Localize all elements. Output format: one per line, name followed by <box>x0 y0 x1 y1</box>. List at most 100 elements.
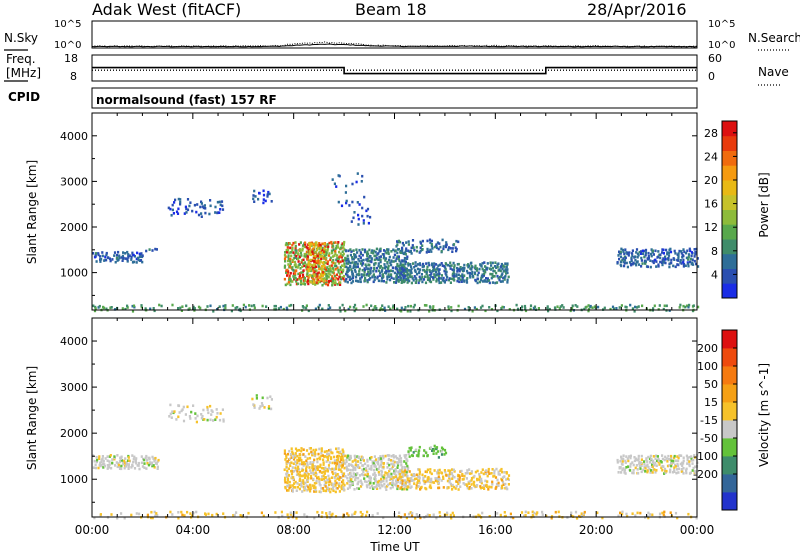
echo-cell <box>248 304 251 307</box>
echo-cell <box>335 273 338 277</box>
echo-cell <box>323 272 326 276</box>
echo-cell <box>490 472 493 475</box>
echo-cell <box>291 246 294 250</box>
echo-cell <box>419 246 422 249</box>
echo-cell <box>322 463 325 466</box>
echo-cell <box>110 306 113 309</box>
echo-cell <box>326 260 330 263</box>
echo-cell <box>674 252 677 255</box>
colorbar-segment <box>722 456 737 475</box>
echo-cell <box>323 260 326 264</box>
echo-cell <box>486 266 489 270</box>
echo-cell <box>443 448 447 452</box>
echo-cell <box>402 277 405 281</box>
echo-cell <box>470 477 474 480</box>
echo-cell <box>403 259 406 262</box>
colorbar-tick-label: 24 <box>704 150 718 163</box>
echo-cell <box>386 270 389 273</box>
echo-cell <box>375 266 379 270</box>
echo-cell <box>436 450 439 453</box>
echo-cell <box>297 272 300 276</box>
echo-cell <box>305 467 308 471</box>
echo-cell <box>286 460 289 463</box>
echo-cell <box>389 278 392 282</box>
echo-cell <box>126 304 129 308</box>
echo-cell <box>331 487 335 490</box>
echo-cell <box>313 270 316 274</box>
echo-cell <box>391 485 394 489</box>
echo-cell <box>324 261 328 264</box>
echo-cell <box>505 486 508 489</box>
echo-cell <box>440 274 443 277</box>
echo-cell <box>338 250 341 254</box>
echo-cell <box>173 410 176 413</box>
echo-cell <box>344 475 347 478</box>
echo-cell <box>650 469 653 472</box>
echo-cell <box>364 276 367 280</box>
echo-cell <box>307 485 310 489</box>
power-panel-frame <box>91 112 698 311</box>
echo-cell <box>430 250 433 253</box>
echo-cell <box>319 274 322 278</box>
echo-cell <box>318 246 321 250</box>
echo-cell <box>288 480 291 484</box>
echo-cell <box>266 396 269 400</box>
echo-cell <box>367 483 371 486</box>
echo-cell <box>673 470 676 473</box>
echo-cell <box>387 275 390 278</box>
echo-cell <box>403 483 406 486</box>
echo-cell <box>200 413 203 416</box>
echo-cell <box>426 265 429 269</box>
echo-cell <box>261 304 264 308</box>
echo-cell <box>433 262 436 265</box>
echo-cell <box>362 473 365 477</box>
echo-cell <box>647 516 650 520</box>
echo-cell <box>479 263 482 266</box>
echo-cell <box>312 252 315 256</box>
echo-cell <box>488 306 491 309</box>
echo-cell <box>397 457 400 461</box>
colorbar-segment <box>722 180 737 196</box>
echo-cell <box>196 414 199 418</box>
echo-cell <box>99 513 102 516</box>
echo-cell <box>339 268 342 271</box>
echo-cell <box>641 304 644 308</box>
echo-cell <box>400 281 403 284</box>
echo-cell <box>358 474 362 477</box>
echo-cell <box>312 247 315 251</box>
echo-cell <box>679 259 682 262</box>
colorbar-segment <box>722 283 737 299</box>
echo-cell <box>421 244 424 247</box>
echo-cell <box>373 465 376 468</box>
echo-cell <box>499 280 502 283</box>
echo-cell <box>680 250 683 253</box>
echo-cell <box>499 513 502 517</box>
echo-cell <box>438 268 441 271</box>
echo-cell <box>449 513 452 517</box>
echo-cell <box>497 470 500 474</box>
echo-cell <box>296 470 299 473</box>
echo-cell <box>620 471 623 474</box>
echo-cell <box>681 255 684 259</box>
echo-cell <box>400 479 403 482</box>
echo-cell <box>401 470 404 474</box>
echo-cell <box>690 455 693 458</box>
echo-cell <box>458 280 461 284</box>
echo-cell <box>150 463 153 466</box>
echo-cell <box>377 480 380 484</box>
x-tick-label: 16:00 <box>478 523 513 537</box>
echo-cell <box>583 510 586 514</box>
echo-cell <box>448 478 451 481</box>
echo-cell <box>349 484 352 487</box>
echo-cell <box>446 275 449 279</box>
echo-cell <box>348 278 351 281</box>
echo-cell <box>97 253 100 257</box>
echo-cell <box>476 281 479 285</box>
echo-cell <box>374 262 377 265</box>
echo-cell <box>340 465 344 469</box>
echo-cell <box>402 472 405 476</box>
echo-cell <box>333 274 337 278</box>
echo-cell <box>693 255 696 258</box>
echo-cell <box>682 459 685 463</box>
echo-cell <box>637 454 640 458</box>
